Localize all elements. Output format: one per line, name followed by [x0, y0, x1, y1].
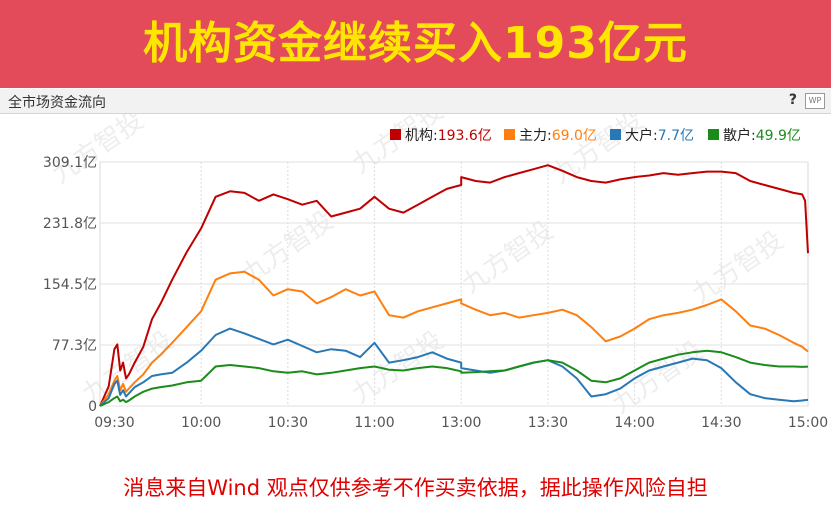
x-tick-label: 10:00: [181, 415, 221, 431]
x-tick-label: 13:00: [441, 415, 481, 431]
x-tick-label: 09:30: [94, 415, 134, 431]
legend-value: 7.7亿: [658, 128, 694, 144]
legend-name: 主力:: [519, 128, 552, 144]
x-tick-label: 10:30: [268, 415, 308, 431]
legend-name: 散户:: [723, 127, 756, 144]
legend-swatch-0: [390, 129, 401, 140]
watermark-text: 九方智投: [687, 225, 789, 309]
legend-swatch-1: [504, 129, 515, 140]
watermark-text: 九方智投: [47, 114, 149, 190]
x-tick-label: 13:30: [528, 415, 568, 431]
legend-value: 49.9亿: [756, 128, 801, 144]
panel-header: 全市场资金流向 ? WP: [0, 89, 831, 114]
series-line-0: [99, 164, 809, 407]
title-banner: [0, 0, 831, 88]
wp-icon[interactable]: WP: [805, 93, 825, 109]
watermark-text: 九方智投: [347, 114, 449, 180]
help-icon[interactable]: ?: [788, 92, 797, 108]
x-tick-label: 15:00: [788, 415, 828, 431]
y-tick-label: 231.8亿: [43, 216, 97, 232]
y-tick-label: 77.3亿: [52, 338, 97, 354]
watermark-text: 九方智投: [547, 114, 649, 190]
x-tick-label: 11:00: [354, 415, 394, 431]
x-tick-label: 14:30: [701, 415, 741, 431]
y-tick-label: 0: [88, 399, 97, 415]
legend-name: 大户:: [625, 127, 658, 144]
legend-value: 69.0亿: [552, 128, 597, 144]
legend-label-2: 大户:7.7亿: [625, 127, 694, 144]
legend-label-1: 主力:69.0亿: [519, 128, 597, 144]
series-line-1: [99, 270, 809, 407]
series-line-2: [99, 327, 809, 407]
legend-swatch-3: [708, 129, 719, 140]
watermark-text: 九方智投: [457, 215, 559, 299]
legend-swatch-2: [610, 129, 621, 140]
legend-label-3: 散户:49.9亿: [723, 127, 801, 144]
y-tick-label: 309.1亿: [43, 155, 97, 171]
disclaimer: 消息来自Wind 观点仅供参考不作买卖依据，据此操作风险自担: [123, 476, 708, 500]
series-line-3: [99, 349, 809, 407]
panel-title: 全市场资金流向: [8, 95, 106, 111]
legend-name: 机构:: [405, 128, 438, 144]
legend-value: 193.6亿: [438, 128, 492, 144]
y-tick-label: 154.5亿: [43, 277, 97, 293]
banner-title: 机构资金继续买入193亿元: [143, 18, 688, 69]
legend-label-0: 机构:193.6亿: [405, 128, 492, 144]
x-tick-label: 14:00: [614, 415, 654, 431]
